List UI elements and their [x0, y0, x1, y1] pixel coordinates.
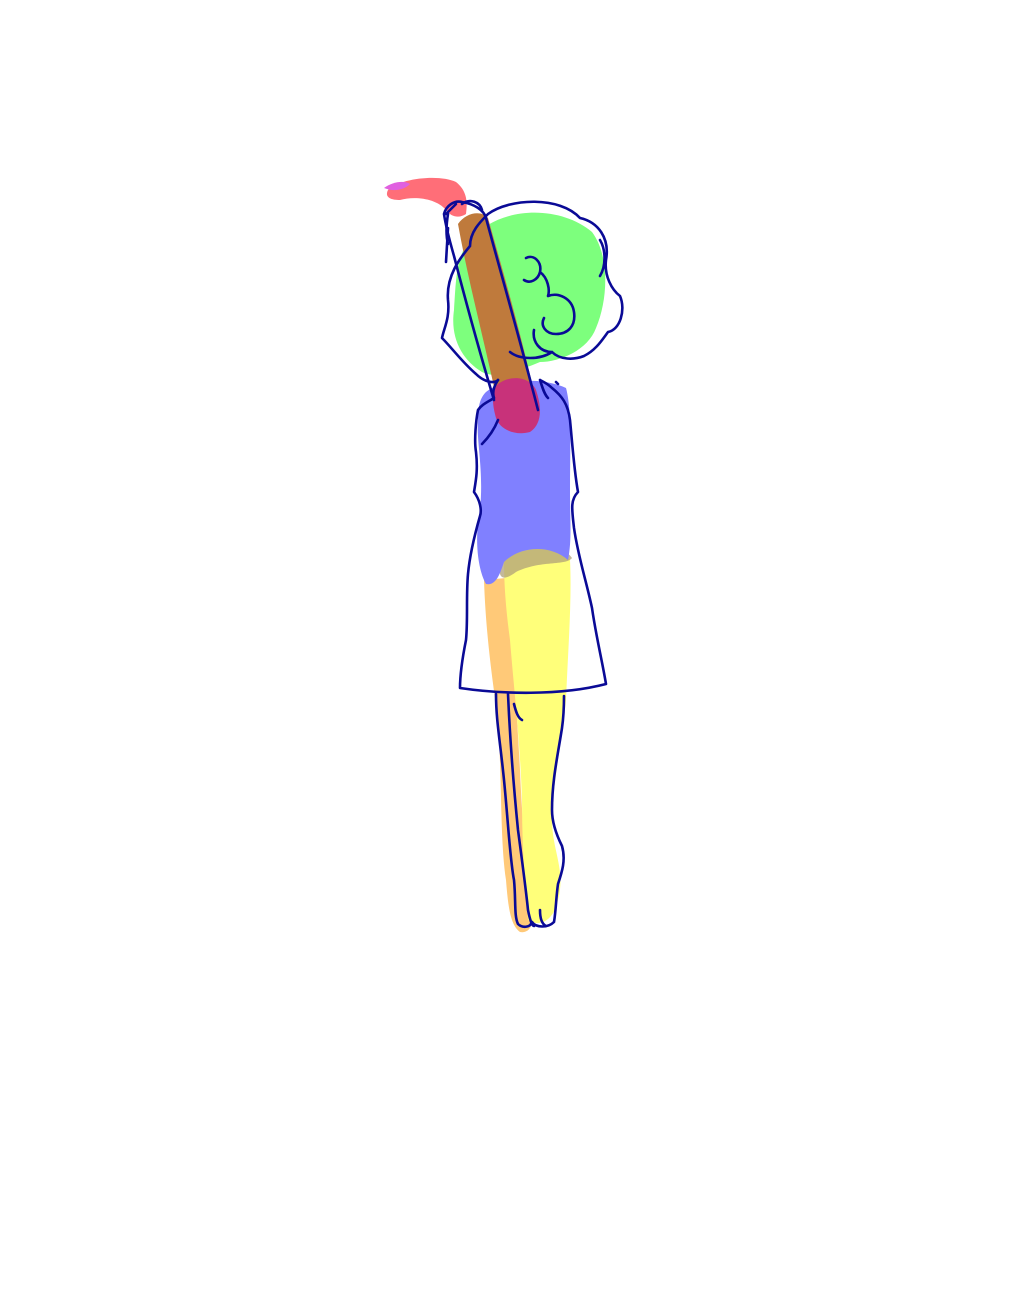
torso-fill [477, 380, 571, 585]
sleeve-cuff-fill [493, 378, 540, 434]
dress-outline [458, 378, 608, 695]
sleeve-cuff-outline [444, 199, 484, 246]
hand-accent [384, 181, 410, 191]
near-leg-fill [504, 548, 571, 924]
arm-outline [442, 200, 540, 412]
legs-outline [494, 692, 566, 929]
hip-shadow [500, 544, 572, 578]
sleeve-fill [458, 213, 535, 417]
hair-outline [440, 200, 624, 384]
